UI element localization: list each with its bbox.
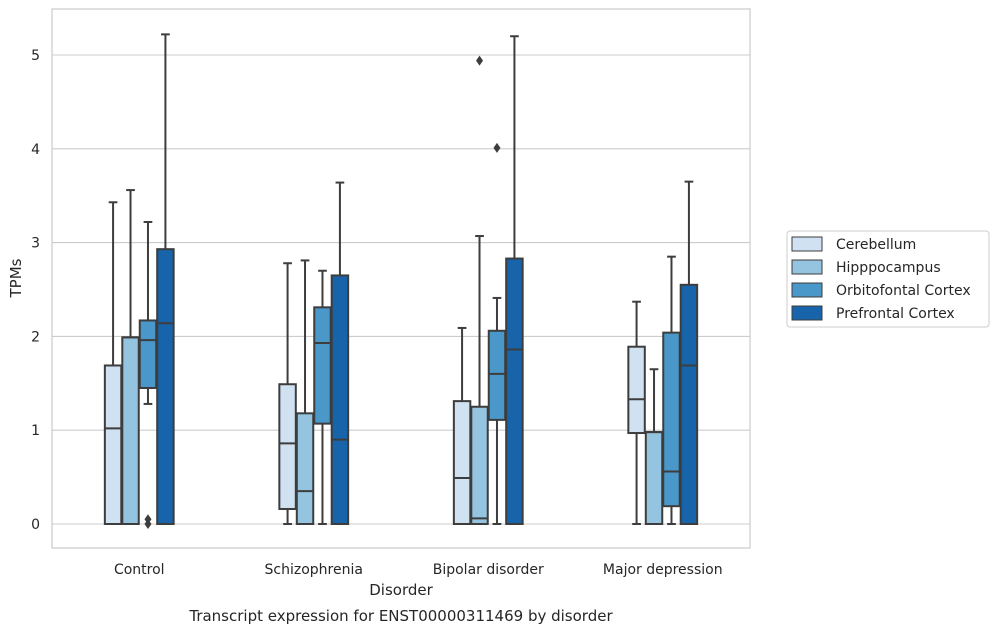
legend-label: Cerebellum (836, 237, 916, 253)
box-body (138, 319, 158, 389)
box-body (452, 400, 472, 526)
box-body (644, 431, 664, 525)
legend-frame (786, 230, 990, 328)
outlier-point (493, 142, 501, 153)
box-body (156, 248, 175, 526)
outlier-point (144, 514, 152, 525)
legend-swatch (791, 282, 823, 298)
box-body (103, 364, 123, 525)
box-1-0 (278, 262, 297, 525)
box-1-1 (295, 259, 315, 526)
legend-item: Orbitofontal Cortex (791, 282, 971, 299)
box-1-3 (330, 181, 350, 525)
box-0-3 (156, 33, 175, 526)
box-body (295, 412, 315, 526)
box-1-2 (313, 269, 332, 525)
legend-item: Prefrontal Cortex (791, 305, 955, 322)
chart-caption: Transcript expression for ENST0000031146… (188, 607, 613, 625)
x-tick-label: Major depression (603, 562, 723, 578)
outlier-point (476, 55, 484, 66)
legend-swatch (791, 305, 823, 321)
y-tick-label: 3 (31, 236, 40, 252)
plot-frame (51, 8, 751, 549)
box-0-0 (103, 201, 123, 525)
box-body (487, 329, 507, 421)
x-tick-label: Control (114, 562, 165, 578)
box-3-1 (644, 368, 664, 525)
legend-swatch (791, 236, 823, 252)
box-body (470, 405, 489, 525)
box-body (679, 283, 699, 525)
box-body (313, 306, 332, 425)
y-tick-label: 1 (31, 423, 40, 439)
box-body (627, 345, 646, 435)
box-body (278, 383, 297, 510)
box-2-0 (452, 326, 472, 526)
box-body (330, 274, 350, 525)
box-2-2 (487, 142, 507, 525)
plot-area (103, 33, 699, 529)
legend-label: Hipppocampus (836, 260, 941, 276)
legend-label: Orbitofontal Cortex (836, 283, 971, 299)
y-tick-label: 0 (31, 517, 40, 533)
box-2-3 (505, 35, 524, 525)
legend-item: Hipppocampus (791, 259, 941, 276)
y-tick-label: 5 (31, 48, 40, 64)
y-tick-labels: 0 1 2 3 4 5 (31, 48, 40, 533)
x-tick-label: Schizophrenia (265, 562, 363, 578)
y-tick-label: 2 (31, 329, 40, 345)
box-3-0 (627, 300, 646, 525)
y-tick-label: 4 (31, 142, 40, 158)
x-axis-label: Disorder (369, 581, 433, 599)
box-body (662, 331, 681, 508)
box-body (505, 257, 524, 525)
x-tick-labels: Control Schizophrenia Bipolar disorder Majo… (114, 562, 723, 578)
y-axis-label: TPMs (7, 258, 25, 298)
box-0-1 (121, 189, 140, 526)
legend-item: Cerebellum (791, 236, 916, 253)
box-body (121, 336, 140, 526)
x-tick-label: Bipolar disorder (433, 562, 544, 578)
box-0-2 (138, 220, 158, 529)
box-3-3 (679, 180, 699, 525)
legend-swatch (791, 259, 823, 275)
box-2-1 (470, 55, 489, 525)
box-3-2 (662, 255, 681, 525)
legend: Cerebellum Hipppocampus Orbitofontal Corte… (786, 230, 990, 328)
legend-label: Prefrontal Cortex (836, 306, 955, 322)
